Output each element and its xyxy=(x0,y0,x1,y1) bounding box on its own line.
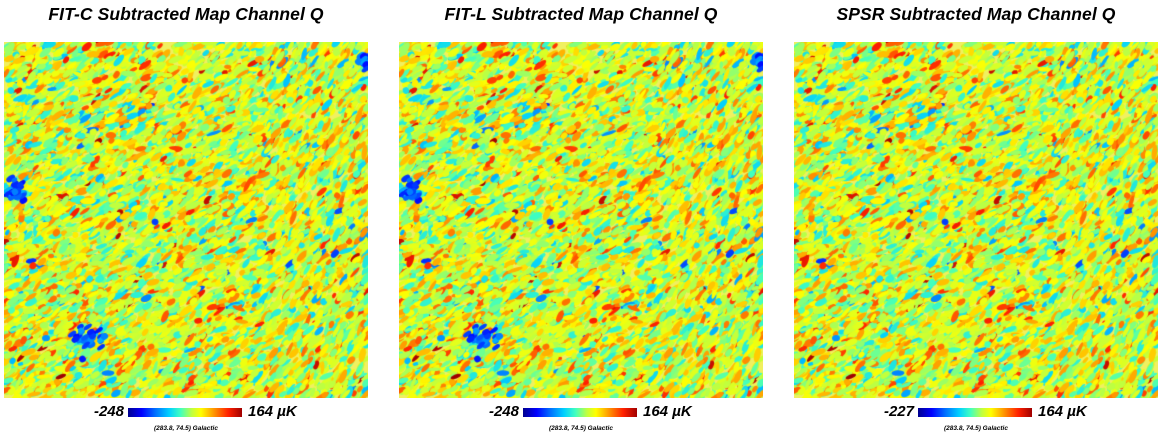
colorbar-max-label: 164 µK xyxy=(643,403,692,420)
colorbar-max-label: 164 µK xyxy=(1038,403,1087,420)
coordinates-label: (283.8, 74.5) Galactic xyxy=(944,425,1008,432)
coordinates-label: (283.8, 74.5) Galactic xyxy=(549,425,613,432)
map-panel-spsr: SPSR Subtracted Map Channel Q -227 164 µ… xyxy=(794,0,1158,438)
colorbar: -248 164 µK xyxy=(4,403,368,423)
panel-title: FIT-C Subtracted Map Channel Q xyxy=(48,4,324,24)
sky-map-image xyxy=(399,42,763,398)
map-panel-fit-l: FIT-L Subtracted Map Channel Q -248 164 … xyxy=(399,0,763,438)
colorbar-min-label: -248 xyxy=(488,403,519,420)
colorbar: -227 164 µK xyxy=(794,403,1158,423)
sky-map-image xyxy=(794,42,1158,398)
panel-title: SPSR Subtracted Map Channel Q xyxy=(836,4,1116,24)
map-panel-fit-c: FIT-C Subtracted Map Channel Q -248 164 … xyxy=(4,0,368,438)
sky-map-image xyxy=(4,42,368,398)
colorbar-gradient xyxy=(523,408,637,417)
colorbar-gradient xyxy=(918,408,1032,417)
panel-title: FIT-L Subtracted Map Channel Q xyxy=(444,4,718,24)
coordinates-label: (283.8, 74.5) Galactic xyxy=(154,425,218,432)
colorbar-min-label: -227 xyxy=(883,403,914,420)
colorbar-gradient xyxy=(128,408,242,417)
colorbar: -248 164 µK xyxy=(399,403,763,423)
colorbar-min-label: -248 xyxy=(93,403,124,420)
colorbar-max-label: 164 µK xyxy=(248,403,297,420)
